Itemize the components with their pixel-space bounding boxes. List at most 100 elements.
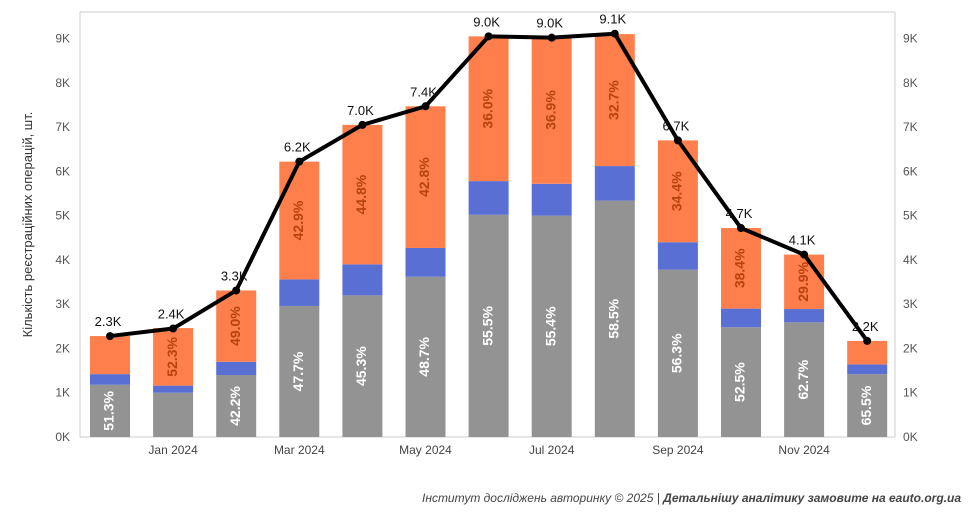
gray-percent-label: 45.3% <box>353 346 369 386</box>
y-tick-label-left: 9K <box>55 32 70 46</box>
total-point <box>232 286 241 295</box>
orange-percent-label: 42.8% <box>416 157 432 197</box>
total-label: 2.3K <box>95 314 122 329</box>
total-label: 4.7K <box>726 206 753 221</box>
bar-segment-blue <box>594 166 635 201</box>
x-tick-label: Sep 2024 <box>652 443 704 457</box>
bar-segment-orange <box>784 254 825 310</box>
bar-segment-gray <box>721 327 761 437</box>
bar-segment-gray <box>657 269 698 437</box>
y-tick-label-right: 3K <box>903 297 918 311</box>
bar-segment-gray <box>342 295 383 437</box>
bar-segment-orange <box>342 124 383 265</box>
orange-percent-label: 42.9% <box>290 200 306 240</box>
total-point <box>863 336 872 345</box>
footer: Інститут досліджень авторинку © 2025 | Д… <box>422 491 961 505</box>
total-label: 4.1K <box>789 233 816 248</box>
orange-percent-label: 52.3% <box>164 336 180 376</box>
bar-segment-blue <box>784 309 825 323</box>
total-point <box>737 224 745 233</box>
y-tick-label-left: 1K <box>55 386 70 400</box>
gray-percent-label: 58.5% <box>606 298 622 338</box>
orange-percent-label: 36.9% <box>542 90 558 130</box>
y-tick-label-left: 8K <box>55 76 70 90</box>
y-tick-label-left: 2K <box>55 341 70 355</box>
total-label: 6.2K <box>284 140 311 155</box>
bar-segment-gray <box>594 200 635 437</box>
bar-segment-blue <box>153 385 194 393</box>
bar-segment-gray <box>784 322 825 437</box>
bar-segment-gray <box>405 276 446 437</box>
y-tick-label-right: 7K <box>903 120 918 134</box>
total-label: 7.0K <box>347 103 374 118</box>
x-tick-label: May 2024 <box>399 443 452 457</box>
footer-cta: Детальнішу аналітику замовите на eauto.o… <box>663 491 961 505</box>
total-point <box>673 136 682 145</box>
bar-segment-gray <box>279 305 320 437</box>
orange-percent-label: 44.8% <box>353 174 369 214</box>
orange-percent-label: 34.4% <box>669 171 685 211</box>
total-point <box>358 120 367 129</box>
total-point <box>421 102 430 111</box>
bar-segment-gray <box>90 384 130 437</box>
total-label: 6.7K <box>663 118 690 133</box>
y-tick-label-left: 5K <box>55 209 70 223</box>
total-label: 2.2K <box>852 319 879 334</box>
y-tick-label-right: 1K <box>903 386 918 400</box>
total-point <box>547 33 556 42</box>
x-tick-label: Jul 2024 <box>529 443 575 457</box>
bar-segment-orange <box>531 36 572 184</box>
gray-percent-label: 51.3% <box>101 390 117 430</box>
orange-percent-label: 38.4% <box>732 248 748 288</box>
gray-percent-label: 55.5% <box>479 305 495 345</box>
gray-percent-label: 52.5% <box>732 362 748 402</box>
bar-segment-orange <box>847 340 888 365</box>
total-label: 2.4K <box>158 307 185 322</box>
bar-segment-orange <box>405 106 446 248</box>
bar-segment-blue <box>405 247 446 277</box>
gray-percent-label: 47.7% <box>290 351 306 391</box>
gray-percent-label: 65.5% <box>858 385 874 425</box>
gray-percent-label: 56.3% <box>669 333 685 373</box>
bar-segment-orange <box>279 161 320 280</box>
total-label: 9.0K <box>473 14 500 29</box>
total-point <box>484 32 493 41</box>
bar-segment-gray <box>847 374 888 437</box>
bar-segment-blue <box>216 361 257 376</box>
bar-segment-blue <box>279 279 320 306</box>
gray-percent-label: 48.7% <box>416 336 432 376</box>
gray-percent-label: 42.2% <box>227 386 243 426</box>
bar-segment-gray <box>153 392 194 437</box>
x-tick-label: Nov 2024 <box>778 443 830 457</box>
y-tick-label-right: 8K <box>903 76 918 90</box>
bar-segment-orange <box>153 328 194 386</box>
total-point <box>800 250 809 259</box>
y-tick-label-right: 2K <box>903 341 918 355</box>
bar-segment-orange <box>90 336 130 375</box>
total-point <box>295 157 304 166</box>
total-point <box>169 324 178 333</box>
y-tick-label-right: 0K <box>903 430 918 444</box>
y-tick-label-right: 9K <box>903 32 918 46</box>
orange-percent-label: 32.7% <box>606 80 622 120</box>
footer-source: Інститут досліджень авторинку © 2025 | <box>422 491 664 505</box>
y-tick-label-right: 6K <box>903 164 918 178</box>
y-tick-label-right: 4K <box>903 253 918 267</box>
bar-segment-blue <box>90 374 130 385</box>
bar-segment-orange <box>216 290 257 362</box>
bar-segment-orange <box>721 228 761 309</box>
bar-segment-blue <box>847 364 888 375</box>
bar-segment-blue <box>531 183 572 216</box>
gray-percent-label: 62.7% <box>795 359 811 399</box>
chart: 0K 0K 1K 1K 2K 2K 3K 3K 4K 4K 5K 5K 6K 6K 7K 7K 8K 8K 9K 9K… <box>20 11 918 457</box>
y-tick-label-left: 4K <box>55 253 70 267</box>
y-tick-label-left: 3K <box>55 297 70 311</box>
total-label: 7.4K <box>410 84 437 99</box>
total-label: 9.0K <box>536 16 563 31</box>
y-tick-label-left: 0K <box>55 430 70 444</box>
orange-percent-label: 29.9% <box>795 261 811 301</box>
bar-segment-blue <box>342 264 383 296</box>
bar-segment-blue <box>468 181 509 215</box>
total-label: 9.1K <box>599 12 626 27</box>
total-point <box>106 332 114 341</box>
